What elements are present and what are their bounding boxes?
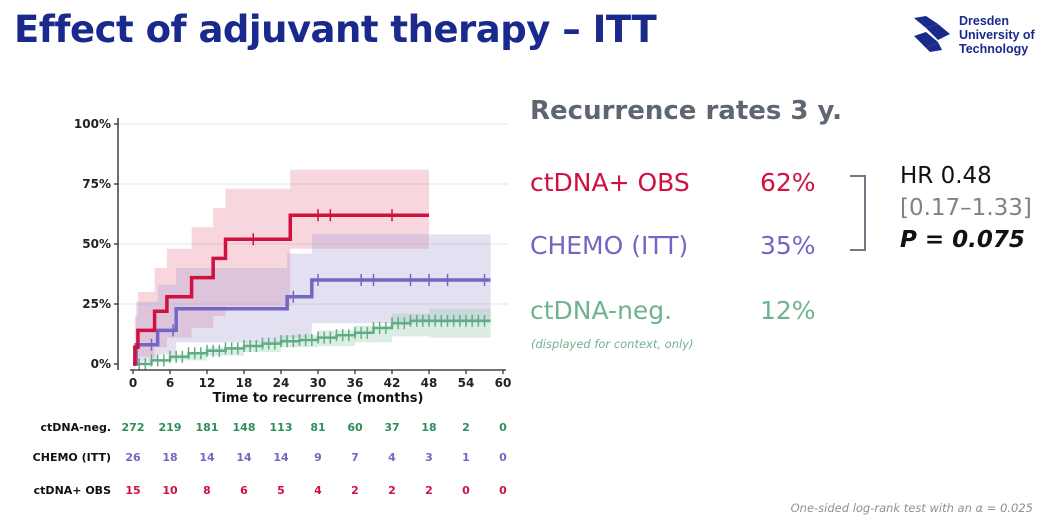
hazard-ratio-ci: [0.17–1.33] xyxy=(900,195,1032,221)
risk-table-cell: 4 xyxy=(314,484,322,497)
slide-title: Effect of adjuvant therapy – ITT xyxy=(14,8,657,51)
x-tick-label: 30 xyxy=(310,376,327,390)
risk-row-label: CHEMO (ITT) xyxy=(33,451,111,464)
group-rate-ctdna-pos: 62% xyxy=(760,168,816,197)
risk-table-cell: 0 xyxy=(499,484,507,497)
x-tick-label: 18 xyxy=(236,376,253,390)
risk-table-cell: 18 xyxy=(162,451,177,464)
risk-table-cell: 0 xyxy=(499,421,507,434)
risk-table-cell: 10 xyxy=(162,484,178,497)
tu-dresden-logo-icon xyxy=(914,16,950,52)
university-logo: Dresden University of Technology xyxy=(912,14,1035,56)
x-axis-label: Time to recurrence (months) xyxy=(213,391,424,406)
risk-table-cell: 272 xyxy=(122,421,145,434)
risk-table-cell: 14 xyxy=(273,451,289,464)
km-line-ctdna-pos xyxy=(133,213,429,366)
hazard-ratio-value: HR 0.48 xyxy=(900,163,992,189)
x-tick-label: 12 xyxy=(199,376,216,390)
logo-wordmark: Dresden University of Technology xyxy=(959,14,1035,56)
x-tick-label: 6 xyxy=(166,376,174,390)
risk-table-cell: 18 xyxy=(421,421,436,434)
risk-table-cell: 15 xyxy=(125,484,140,497)
risk-table-cell: 1 xyxy=(462,451,470,464)
footnote: One-sided log-rank test with an α = 0.02… xyxy=(790,501,1033,515)
x-tick-label: 54 xyxy=(458,376,475,390)
risk-table-cell: 6 xyxy=(240,484,248,497)
group-rate-chemo: 35% xyxy=(760,231,816,260)
group-label-ctdna-neg: ctDNA-neg. xyxy=(530,296,673,325)
risk-table-cell: 2 xyxy=(388,484,396,497)
risk-table-cell: 2 xyxy=(462,421,470,434)
y-tick-label: 25% xyxy=(82,297,111,311)
logo-line-3: Technology xyxy=(959,42,1029,56)
risk-table-cell: 148 xyxy=(233,421,256,434)
risk-table-cell: 5 xyxy=(277,484,285,497)
x-tick-label: 60 xyxy=(495,376,512,390)
risk-table-cell: 3 xyxy=(425,451,433,464)
y-tick-label: 50% xyxy=(82,237,111,251)
hazard-ratio-block: HR 0.48 [0.17–1.33] P = 0.075 xyxy=(900,160,1032,256)
risk-table-cell: 7 xyxy=(351,451,359,464)
ci-band-chemo xyxy=(133,234,491,364)
risk-table-cell: 219 xyxy=(159,421,182,434)
x-tick-label: 48 xyxy=(421,376,438,390)
logo-line-1: Dresden xyxy=(959,14,1010,28)
y-tick-label: 75% xyxy=(82,177,111,191)
risk-table-cell: 0 xyxy=(499,451,507,464)
risk-table-cell: 60 xyxy=(347,421,363,434)
km-chart: 0%25%50%75%100%0 6 12 18 24 30 36 42 48 54 60Time … xyxy=(33,117,512,497)
x-tick-label: 42 xyxy=(384,376,401,390)
risk-table-cell: 181 xyxy=(196,421,219,434)
ci-band-ctdna-pos xyxy=(133,169,429,364)
group-label-ctdna-pos: ctDNA+ OBS xyxy=(530,168,690,197)
risk-table-cell: 2 xyxy=(351,484,359,497)
risk-table-cell: 26 xyxy=(125,451,141,464)
x-tick-label: 24 xyxy=(273,376,290,390)
hazard-ratio-p-value: P = 0.075 xyxy=(900,227,1025,253)
group-rate-ctdna-neg: 12% xyxy=(760,296,816,325)
risk-table-cell: 113 xyxy=(270,421,293,434)
y-tick-label: 100% xyxy=(74,117,111,131)
risk-table-cell: 14 xyxy=(199,451,215,464)
x-tick-label: 36 xyxy=(347,376,364,390)
risk-table-cell: 0 xyxy=(462,484,470,497)
y-tick-label: 0% xyxy=(91,357,111,371)
risk-row-label: ctDNA-neg. xyxy=(40,421,111,434)
context-note: (displayed for context, only) xyxy=(531,337,694,351)
risk-table-cell: 8 xyxy=(203,484,211,497)
risk-table-cell: 14 xyxy=(236,451,252,464)
risk-table-cell: 37 xyxy=(384,421,399,434)
comparison-bracket xyxy=(850,175,866,251)
risk-table-cell: 81 xyxy=(310,421,325,434)
x-tick-label: 0 xyxy=(129,376,137,390)
risk-row-label: ctDNA+ OBS xyxy=(34,484,111,497)
results-heading: Recurrence rates 3 y. xyxy=(530,96,842,126)
risk-table-cell: 2 xyxy=(425,484,433,497)
group-label-chemo: CHEMO (ITT) xyxy=(530,231,689,260)
risk-table-cell: 9 xyxy=(314,451,322,464)
risk-table-cell: 4 xyxy=(388,451,396,464)
logo-line-2: University of xyxy=(959,28,1035,42)
